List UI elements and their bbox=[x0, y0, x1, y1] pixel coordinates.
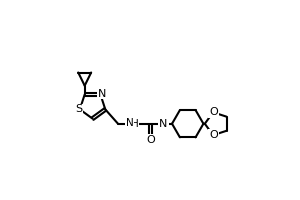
Text: S: S bbox=[75, 104, 82, 114]
Text: N: N bbox=[159, 119, 168, 129]
Text: H: H bbox=[131, 119, 139, 129]
Text: N: N bbox=[126, 118, 134, 128]
Text: O: O bbox=[146, 135, 155, 145]
Text: O: O bbox=[209, 107, 218, 117]
Text: N: N bbox=[98, 89, 106, 99]
Text: O: O bbox=[209, 130, 218, 140]
